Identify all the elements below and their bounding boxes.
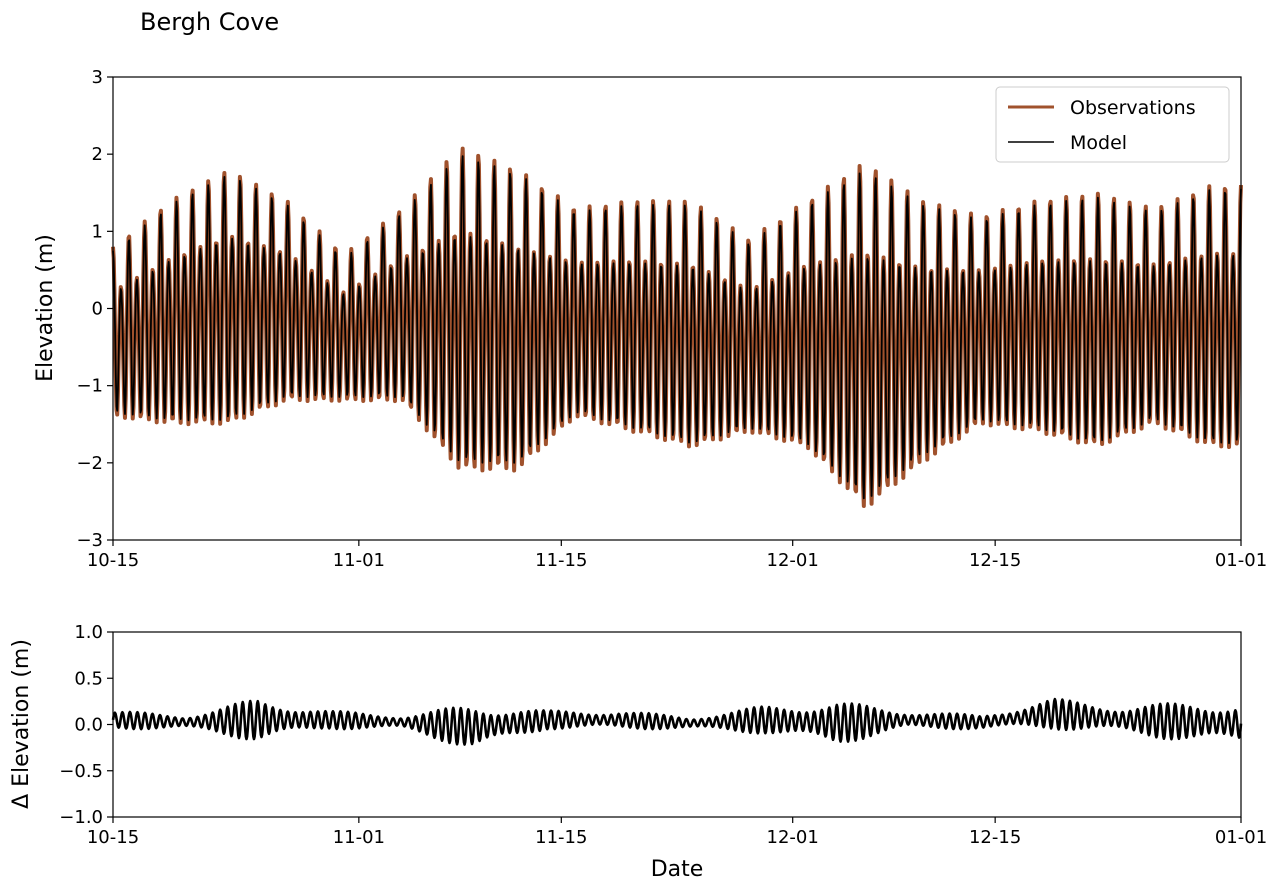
bottom-y-tick-label: 0.0 <box>74 715 103 736</box>
bottom-y-axis-label: Δ Elevation (m) <box>9 639 34 809</box>
bottom-plot-series <box>111 697 1243 746</box>
bottom-x-tick-label: 11-15 <box>535 827 587 848</box>
bottom-x-axis: 10-15 11-01 11-15 12-01 12-15 01-01 <box>87 817 1267 848</box>
bottom-x-tick-label: 12-01 <box>767 827 819 848</box>
top-x-axis: 10-15 11-01 11-15 12-01 12-15 01-01 <box>87 540 1267 571</box>
top-plot: −3 −2 −1 0 1 2 3 10-15 11-01 11-15 12-01 12-15 01-0… <box>33 67 1267 571</box>
top-y-tick-label: 2 <box>92 144 103 165</box>
top-x-tick-label: 01-01 <box>1215 550 1267 571</box>
top-plot-series <box>111 146 1243 508</box>
top-x-tick-label: 12-01 <box>767 550 819 571</box>
top-y-tick-label: −1 <box>76 376 103 397</box>
legend-box <box>995 86 1230 163</box>
bottom-y-axis: −1.0 −0.5 0.0 0.5 1.0 <box>59 622 113 828</box>
bottom-plot: −1.0 −0.5 0.0 0.5 1.0 10-15 11-01 11-15 12-01 12… <box>9 622 1267 882</box>
top-x-tick-label: 12-15 <box>969 550 1021 571</box>
bottom-x-tick-label: 12-15 <box>969 827 1021 848</box>
bottom-y-tick-label: 0.5 <box>74 668 103 689</box>
top-y-tick-label: −2 <box>76 453 103 474</box>
top-x-tick-label: 11-01 <box>333 550 385 571</box>
chart-title: Bergh Cove <box>140 8 279 36</box>
top-y-axis: −3 −2 −1 0 1 2 3 <box>76 67 113 551</box>
legend-observations-label: Observations <box>1070 97 1196 119</box>
top-x-tick-label: 10-15 <box>87 550 139 571</box>
legend: Observations Model <box>995 86 1230 163</box>
top-y-tick-label: 0 <box>92 299 103 320</box>
bottom-x-axis-label: Date <box>651 857 704 882</box>
top-y-axis-label: Elevation (m) <box>33 234 58 382</box>
bottom-y-tick-label: −1.0 <box>59 807 103 828</box>
model-line <box>112 155 1242 500</box>
delta-elevation-line <box>111 697 1243 746</box>
top-x-tick-label: 11-15 <box>535 550 587 571</box>
top-y-tick-label: 1 <box>92 221 103 242</box>
top-y-tick-label: −3 <box>76 530 103 551</box>
bottom-y-tick-label: −0.5 <box>59 761 103 782</box>
bottom-x-tick-label: 10-15 <box>87 827 139 848</box>
bottom-x-tick-label: 01-01 <box>1215 827 1267 848</box>
bottom-y-tick-label: 1.0 <box>74 622 103 643</box>
legend-model-label: Model <box>1070 132 1127 154</box>
bottom-x-tick-label: 11-01 <box>333 827 385 848</box>
top-y-tick-label: 3 <box>92 67 103 88</box>
